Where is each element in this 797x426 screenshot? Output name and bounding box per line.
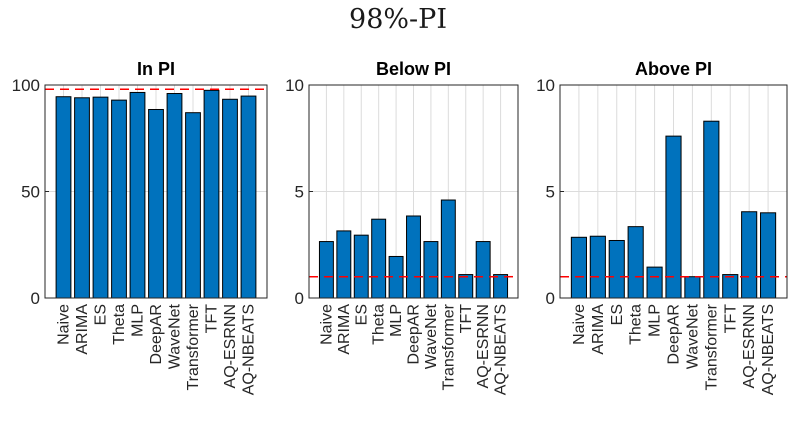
x-tick-label: Theta [371, 304, 388, 345]
x-tick-label: ES [93, 304, 110, 325]
x-tick-label: AQ-ESRNN [475, 304, 492, 388]
y-tick-label: 0 [31, 289, 40, 308]
bar-deepar [406, 215, 421, 299]
y-tick-label: 10 [536, 76, 555, 95]
x-tick-label: WaveNet [684, 303, 701, 369]
y-tick-label: 100 [12, 76, 40, 95]
bar-tft [458, 274, 474, 299]
x-tick-label: Transformer [185, 303, 202, 390]
bar-arima [74, 97, 90, 299]
bar-tft [722, 274, 739, 299]
x-tick-label: TFT [722, 304, 739, 334]
panel-title: Above PI [635, 59, 712, 79]
x-tick-label: MLP [647, 304, 664, 337]
bar-wavenet [423, 241, 439, 299]
x-tick-label: Naive [571, 304, 588, 345]
x-tick-label: Naive [56, 304, 73, 345]
x-tick-label: Naive [318, 304, 335, 345]
x-tick-label: WaveNet [167, 303, 184, 369]
x-tick-label: Transformer [703, 303, 720, 390]
x-tick-label: Transformer [440, 303, 457, 390]
bar-wavenet [166, 93, 183, 299]
bar-es [608, 239, 625, 299]
bar-naive [318, 241, 334, 299]
x-tick-label: TFT [204, 304, 221, 334]
y-tick-label: 0 [546, 289, 555, 308]
bar-transformer [440, 199, 456, 299]
bar-es [353, 234, 369, 299]
bar-naive [570, 236, 587, 299]
x-tick-label: TFT [458, 304, 475, 334]
bar-mlp [129, 91, 146, 299]
y-tick-label: 0 [295, 289, 304, 308]
x-tick-label: DeepAR [148, 304, 165, 364]
bar-aq-nbeats [760, 212, 777, 299]
bar-aq-esrnn [475, 241, 491, 299]
y-tick-label: 10 [285, 76, 304, 95]
bar-mlp [646, 266, 663, 299]
x-tick-label: WaveNet [423, 303, 440, 369]
x-tick-label: ARIMA [590, 304, 607, 355]
x-tick-label: AQ-NBEATS [760, 304, 777, 395]
bar-aq-esrnn [741, 211, 758, 299]
bar-theta [371, 218, 387, 299]
bar-transformer [703, 120, 720, 299]
bar-theta [111, 99, 127, 299]
bar-wavenet [684, 276, 701, 299]
y-tick-label: 50 [21, 183, 40, 202]
bar-arima [336, 230, 352, 299]
bar-aq-esrnn [222, 98, 238, 299]
bar-transformer [185, 112, 201, 299]
bar-tft [203, 89, 220, 299]
x-tick-label: AQ-ESRNN [741, 304, 758, 388]
x-tick-label: Theta [111, 304, 128, 345]
x-tick-label: DeepAR [666, 304, 683, 364]
panel-title: In PI [137, 59, 175, 79]
bar-theta [627, 226, 644, 299]
bar-deepar [148, 108, 164, 299]
bar-arima [589, 235, 606, 299]
panel-title: Below PI [376, 59, 451, 79]
bar-aq-nbeats [240, 95, 257, 299]
x-tick-label: ARIMA [336, 304, 353, 355]
x-tick-label: MLP [388, 304, 405, 337]
x-tick-label: AQ-NBEATS [493, 304, 510, 395]
x-tick-label: MLP [130, 304, 147, 337]
y-tick-label: 5 [546, 183, 555, 202]
bar-es [92, 96, 109, 299]
x-tick-label: Theta [628, 304, 645, 345]
x-tick-label: ARIMA [74, 304, 91, 355]
x-tick-label: DeepAR [406, 304, 423, 364]
bar-deepar [665, 135, 682, 299]
y-tick-label: 5 [295, 183, 304, 202]
x-tick-label: AQ-NBEATS [241, 304, 258, 395]
panel-1: 0 5 10 Naive ARIMA ES Theta MLP DeepAR WaveNet Tra… [285, 59, 519, 395]
x-tick-label: AQ-ESRNN [222, 304, 239, 388]
panel-2: 0 5 10 Naive ARIMA ES Theta MLP DeepAR WaveNet Tra… [536, 59, 788, 395]
bar-naive [55, 96, 72, 299]
figure-title: 98%-PI [349, 4, 447, 35]
x-tick-label: ES [353, 304, 370, 325]
bar-aq-nbeats [493, 274, 509, 299]
x-tick-label: ES [609, 304, 626, 325]
